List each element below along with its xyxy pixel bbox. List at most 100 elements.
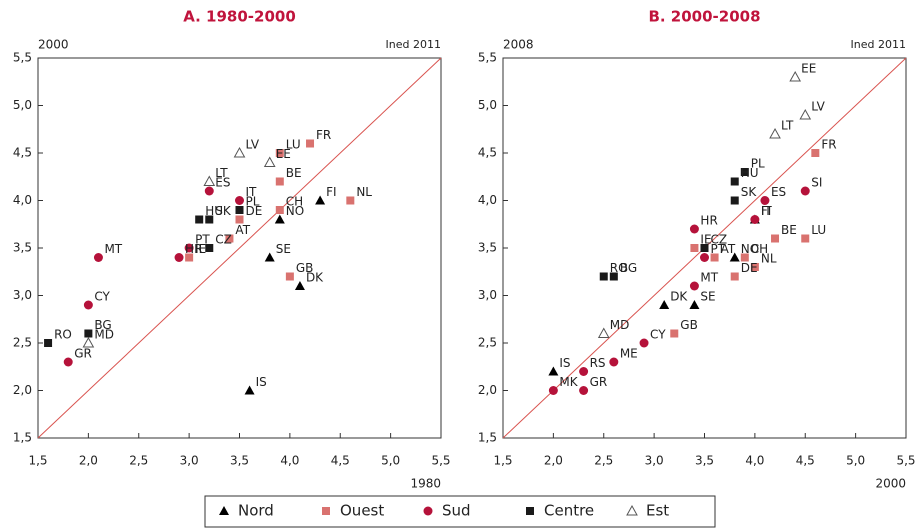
point [225,234,234,243]
point [233,146,246,158]
panel-title: A. 1980-2000 [183,8,296,26]
point [771,234,780,243]
point [174,253,184,262]
source-note: Ined 2011 [386,38,441,51]
point [548,386,558,395]
x-tick-label: 4,5 [796,454,815,468]
point-label: DK [670,290,688,304]
point [235,215,244,224]
point [730,272,739,281]
point-label: ES [215,176,230,190]
point-label: IT [761,204,773,218]
x-axis-label: 2000 [875,477,906,491]
point [184,243,194,253]
point [205,215,214,224]
x-tick-label: 4,5 [331,454,350,468]
point-label: CY [94,290,110,304]
point [670,329,679,338]
point [659,300,670,309]
point [609,272,618,281]
point [799,108,812,120]
point-label: AT [235,223,250,237]
x-tick-label: 3,0 [645,454,664,468]
point-label: LV [811,100,825,114]
point-label: IS [559,356,570,370]
y-tick-label: 2,0 [478,383,497,397]
point [740,168,749,176]
point [235,196,244,205]
point-label: BE [781,223,797,237]
point-label: PT [711,242,726,256]
x-tick-label: 5,0 [381,454,400,468]
point [548,366,559,376]
point [285,272,294,281]
point-label: FR [821,138,836,152]
point-label: GR [74,347,92,361]
point-label: IS [256,375,267,389]
point-label: NO [741,242,759,256]
point-label: FI [761,204,771,218]
x-tick-label: 2,5 [129,454,148,468]
point [44,339,53,347]
point [195,215,204,224]
point [769,127,781,139]
point-label: RO [610,261,628,275]
point [203,175,216,186]
y-tick-label: 4,5 [478,146,497,160]
legend-label: Nord [238,502,274,520]
x-tick-label: 1,5 [28,454,47,468]
point [93,253,103,262]
point [322,507,330,515]
point-label: HU [741,166,759,180]
point [264,252,275,262]
point-label: FI [326,185,336,199]
point [82,336,95,348]
point-label: CZ [215,233,232,247]
point [597,327,610,338]
point [204,186,214,196]
point [700,244,709,252]
point-label: CY [650,328,666,342]
point-label: CH [286,195,303,209]
x-tick-label: 3,5 [230,454,249,468]
y-tick-label: 3,5 [478,241,497,255]
point [689,300,700,309]
point [760,196,770,205]
point [83,300,93,310]
point [729,252,740,262]
point-label: RS [590,356,606,370]
point-label: GB [680,318,698,332]
point-label: ES [771,185,786,199]
point-label: IT [246,185,258,199]
point-label: PL [751,157,765,171]
source-note: Ined 2011 [851,38,906,51]
point-label: MT [700,271,718,285]
point [639,338,649,348]
point-label: PL [246,195,260,209]
point [609,357,619,367]
point-label: EE [276,147,291,161]
panel-title: B. 2000-2008 [648,8,760,26]
point [740,253,749,262]
x-tick-label: 3,0 [180,454,199,468]
legend-label: Centre [544,502,594,520]
point-label: GR [590,375,608,389]
y-tick-label: 4,5 [13,146,32,160]
x-tick-label: 1,5 [493,454,512,468]
y-tick-label: 1,5 [13,431,32,445]
point [63,357,73,367]
point [801,234,810,243]
legend-label: Ouest [340,502,384,520]
point [730,196,739,205]
x-tick-label: 5,5 [896,454,915,468]
point [800,186,810,196]
point-label: HU [205,204,223,218]
point [789,70,802,82]
point [579,386,589,395]
point-label: HR [185,242,202,256]
point-label: SK [215,204,232,218]
point-label: PT [195,233,210,247]
point-label: DE [246,204,263,218]
point [689,281,699,291]
y-tick-label: 3,5 [13,241,32,255]
